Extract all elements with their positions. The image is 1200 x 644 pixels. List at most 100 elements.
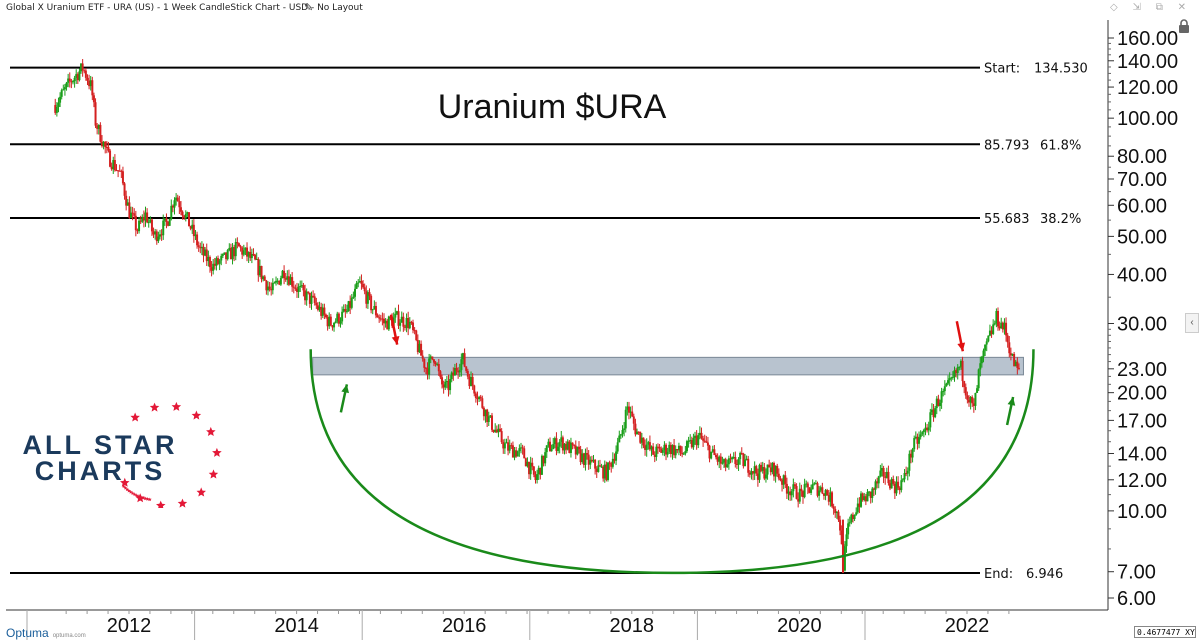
- optuma-url: optuma.com: [52, 633, 86, 639]
- candle-body: [71, 81, 74, 83]
- y-tick-label: 160.00: [1117, 28, 1178, 50]
- candle-body: [694, 435, 697, 439]
- candle-body: [827, 495, 830, 502]
- logo-stars: [120, 401, 222, 508]
- candle-body: [89, 80, 92, 87]
- candle-body: [998, 326, 1001, 329]
- candle-body: [723, 459, 726, 463]
- candle-body: [455, 368, 458, 371]
- logo-star: [191, 410, 202, 420]
- candle-body: [234, 242, 237, 257]
- candle-body: [513, 450, 516, 458]
- candle-body: [476, 398, 479, 400]
- candle-body: [826, 490, 829, 496]
- candle-body: [426, 368, 429, 375]
- candle-body: [291, 277, 294, 287]
- candle-body: [239, 246, 242, 248]
- candle-body: [511, 445, 514, 458]
- candle-body: [790, 491, 793, 496]
- candle-body: [387, 316, 390, 330]
- candle-body: [964, 387, 967, 396]
- candle-body: [681, 452, 684, 455]
- candle-body: [255, 258, 258, 260]
- candle-body: [65, 82, 68, 88]
- undock-icon[interactable]: ⇲: [1132, 2, 1147, 13]
- logo-line-2: CHARTS: [35, 456, 166, 486]
- candle-body: [739, 453, 742, 460]
- candle-body: [63, 87, 66, 90]
- candle-body: [376, 315, 379, 318]
- diamond-icon[interactable]: ◇: [1110, 2, 1124, 13]
- candle-body: [258, 265, 261, 276]
- candle-body: [268, 286, 271, 289]
- candle-body: [421, 355, 424, 359]
- candle-body: [283, 270, 286, 279]
- candle-body: [273, 282, 276, 284]
- candle-body: [229, 247, 232, 260]
- candle-body: [254, 254, 257, 260]
- candle-body: [700, 432, 703, 439]
- candle-body: [951, 376, 954, 378]
- lock-icon[interactable]: [1176, 18, 1192, 34]
- candle-body: [207, 257, 210, 262]
- candle-body: [542, 455, 545, 464]
- logo-small-star: [123, 486, 128, 490]
- candle-body: [152, 231, 155, 235]
- candle-body: [431, 356, 434, 360]
- candle-body: [718, 456, 721, 462]
- candle-body: [407, 318, 410, 329]
- candle-body: [313, 296, 316, 303]
- candle-body: [768, 464, 771, 468]
- candle-body: [610, 463, 613, 467]
- candle-body: [966, 395, 969, 400]
- close-icon[interactable]: ✕: [1177, 2, 1192, 13]
- candle-body: [478, 396, 481, 400]
- candle-body: [990, 330, 993, 334]
- y-tick-label: 12.00: [1117, 470, 1167, 492]
- support-zone-group: [312, 356, 1024, 376]
- cursor-value-readout[interactable]: 0.4677477 XY: [1134, 626, 1196, 638]
- candle-body: [523, 448, 526, 459]
- y-tick-label: 140.00: [1117, 51, 1178, 73]
- candle-body: [415, 330, 418, 341]
- candle-body: [829, 492, 832, 502]
- collapse-panel-handle[interactable]: ‹: [1185, 313, 1199, 333]
- restore-icon[interactable]: ⧉: [1155, 2, 1169, 13]
- y-tick-label: 6.00: [1117, 588, 1156, 610]
- candle-body: [354, 288, 357, 297]
- candle-body: [776, 465, 779, 474]
- candle-body: [470, 376, 473, 387]
- candle-body: [402, 316, 405, 327]
- candle-body: [500, 431, 503, 443]
- candle-body: [579, 449, 582, 463]
- candle-body: [186, 212, 189, 215]
- candle-body: [784, 475, 787, 484]
- candle-body: [710, 451, 713, 459]
- candle-body: [689, 440, 692, 442]
- candle-body: [898, 487, 901, 491]
- logo-small-star: [127, 488, 131, 493]
- candle-body: [120, 170, 123, 172]
- candle-body: [55, 107, 58, 113]
- candle-body: [444, 381, 447, 388]
- candle-body: [587, 454, 590, 465]
- candle-body: [84, 70, 87, 78]
- candle-body: [515, 450, 518, 457]
- pencil-edit-icon[interactable]: ✎: [304, 2, 314, 14]
- candle-body: [83, 70, 86, 72]
- candle-body: [531, 462, 534, 467]
- green-arrow-head: [341, 384, 350, 394]
- candle-body: [611, 458, 614, 467]
- candle-body: [913, 438, 916, 450]
- candle-body: [906, 470, 909, 474]
- candle-body: [789, 491, 792, 496]
- candle-body: [967, 399, 970, 403]
- candle-body: [125, 195, 128, 206]
- candle-body: [861, 493, 864, 500]
- candle-body: [858, 503, 861, 507]
- y-tick-label: 70.00: [1117, 169, 1167, 191]
- red-arrow-head: [957, 342, 966, 352]
- candle-body: [679, 445, 682, 453]
- candle-body: [118, 170, 121, 172]
